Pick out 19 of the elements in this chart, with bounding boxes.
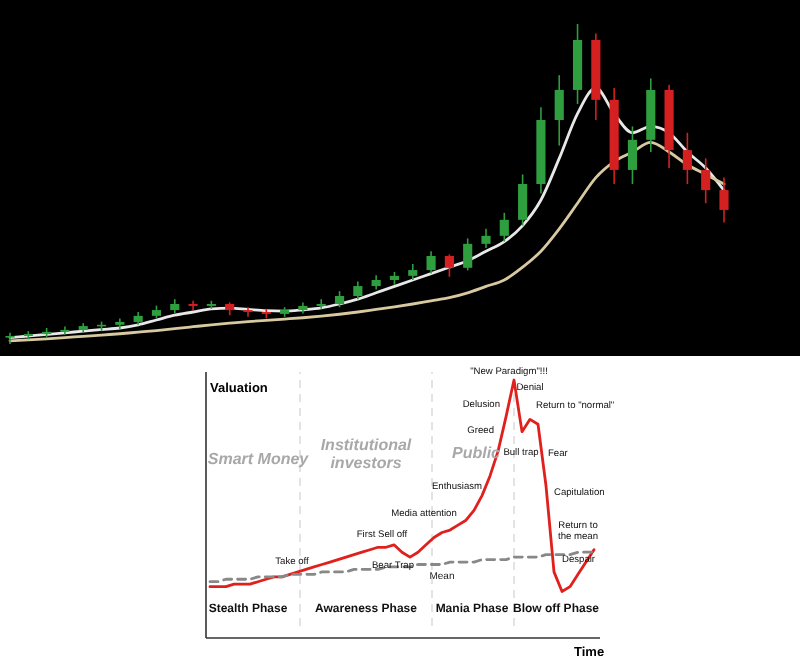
candlestick (444, 253, 454, 278)
candlestick (463, 237, 473, 272)
candlestick (554, 74, 564, 147)
candlestick (682, 132, 692, 185)
candlestick (481, 228, 491, 249)
candlestick (115, 317, 125, 331)
annotation: Smart Money (207, 450, 310, 468)
candlestick (627, 125, 638, 185)
candlestick (499, 212, 509, 243)
candlestick (426, 250, 436, 275)
candlestick (719, 176, 729, 224)
candlestick (518, 173, 528, 227)
candlestick (316, 298, 326, 310)
candlestick (5, 332, 15, 345)
candlestick (243, 306, 253, 318)
annotation: Institutional investors (320, 436, 413, 473)
candlestick (60, 325, 70, 336)
candlestick (701, 157, 711, 204)
candlestick (188, 300, 198, 312)
